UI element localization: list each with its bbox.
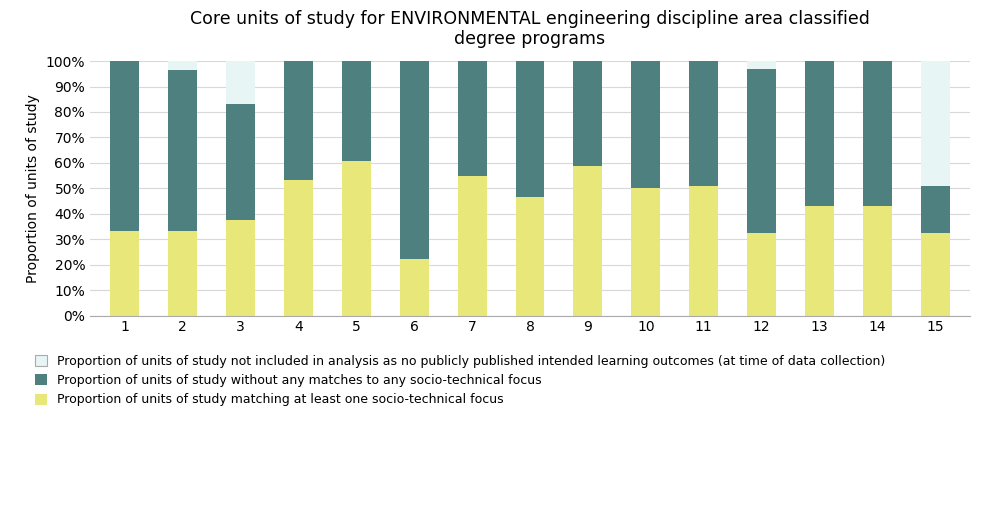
Bar	[168, 231, 197, 316]
Bar	[168, 70, 197, 231]
Bar	[689, 61, 718, 186]
Bar	[516, 61, 544, 197]
Bar	[342, 161, 371, 316]
Bar	[747, 233, 776, 316]
Bar	[284, 61, 313, 181]
Title: Core units of study for ENVIRONMENTAL engineering discipline area classified
deg: Core units of study for ENVIRONMENTAL en…	[190, 10, 870, 48]
Legend: Proportion of units of study not included in analysis as no publicly published i: Proportion of units of study not include…	[35, 355, 885, 406]
Bar	[168, 62, 197, 70]
Bar	[226, 104, 255, 220]
Bar	[226, 220, 255, 316]
Bar	[921, 233, 950, 316]
Bar	[458, 177, 487, 316]
Bar	[400, 259, 429, 316]
Bar	[573, 166, 602, 316]
Bar	[110, 231, 139, 316]
Bar	[805, 61, 834, 206]
Bar	[921, 61, 950, 185]
Bar	[342, 61, 371, 161]
Bar	[921, 185, 950, 233]
Bar	[689, 186, 718, 316]
Bar	[631, 61, 660, 188]
Bar	[458, 61, 487, 177]
Bar	[747, 69, 776, 233]
Bar	[863, 206, 892, 316]
Bar	[284, 181, 313, 316]
Bar	[631, 188, 660, 316]
Bar	[516, 197, 544, 316]
Bar	[400, 61, 429, 259]
Bar	[747, 61, 776, 69]
Bar	[226, 61, 255, 104]
Bar	[863, 61, 892, 206]
Y-axis label: Proportion of units of study: Proportion of units of study	[26, 94, 40, 283]
Bar	[573, 61, 602, 166]
Bar	[110, 61, 139, 231]
Bar	[805, 206, 834, 316]
